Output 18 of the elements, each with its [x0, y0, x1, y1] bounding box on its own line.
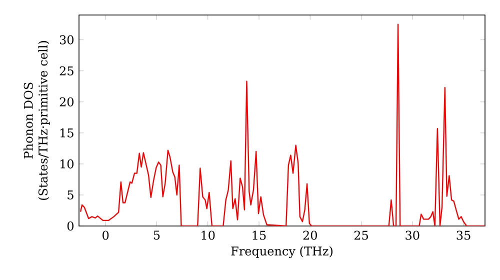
y-tick-label: 30: [60, 35, 74, 44]
y-axis-title: Phonon DOS (States/THz·primitive cell): [24, 41, 50, 200]
x-tick-label: 5: [154, 230, 160, 240]
y-tick-label: 20: [60, 97, 74, 106]
x-tick-label: 10: [202, 230, 215, 240]
y-tick-label: 5: [68, 190, 74, 200]
y-tick-label: 25: [60, 66, 74, 76]
x-axis-title: Frequency (THz): [231, 246, 332, 258]
y-tick-label: 10: [60, 159, 74, 168]
x-tick-label: 15: [252, 230, 266, 240]
x-tick-label: 30: [406, 230, 420, 240]
y-tick-label: 0: [67, 221, 74, 231]
x-tick-label: 20: [303, 230, 317, 240]
line-series: [80, 24, 485, 226]
x-tick-label: 25: [354, 230, 368, 240]
x-tick-label: 35: [456, 230, 470, 240]
x-tick-label: 0: [102, 230, 109, 240]
y-tick-label: 15: [60, 128, 74, 138]
